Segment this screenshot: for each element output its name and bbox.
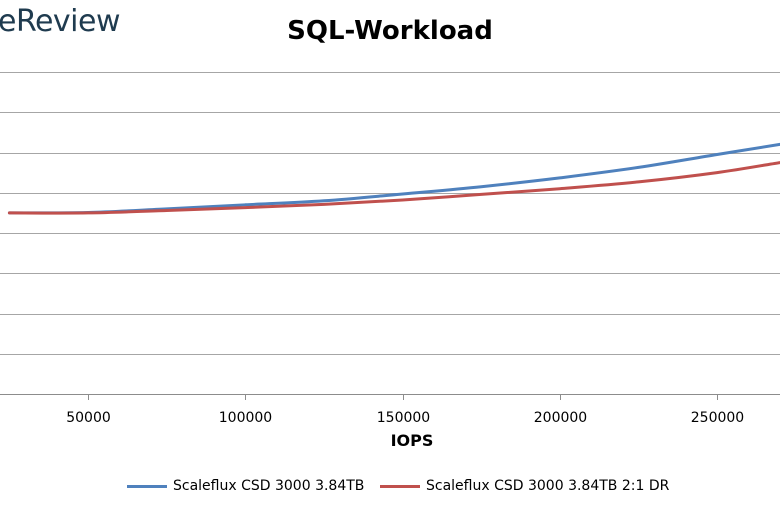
chart-title: SQL-Workload: [287, 16, 493, 46]
chart-legend: Scaleflux CSD 3000 3.84TB Scaleflux CSD …: [0, 478, 780, 500]
legend-item-series-1: Scaleflux CSD 3000 3.84TB: [127, 478, 364, 494]
chart-plot: 50000 100000 150000 200000 250000: [0, 72, 780, 426]
legend-swatch-series-2: [380, 484, 420, 488]
x-tick-label: 250000: [691, 410, 744, 426]
legend-swatch-series-1: [127, 484, 167, 488]
x-tick-label: 100000: [219, 410, 272, 426]
legend-label-series-1: Scaleflux CSD 3000 3.84TB: [173, 478, 365, 494]
x-tick-label: 50000: [66, 410, 111, 426]
series-line-2: [7, 161, 780, 215]
x-axis-label: IOPS: [390, 431, 434, 450]
x-tick-label: 200000: [534, 410, 587, 426]
brand-logo: eReview: [0, 4, 121, 39]
x-tick-label: 150000: [377, 410, 430, 426]
legend-label-series-2: Scaleflux CSD 3000 3.84TB 2:1 DR: [426, 478, 670, 494]
legend-item-series-2: Scaleflux CSD 3000 3.84TB 2:1 DR: [380, 478, 669, 494]
